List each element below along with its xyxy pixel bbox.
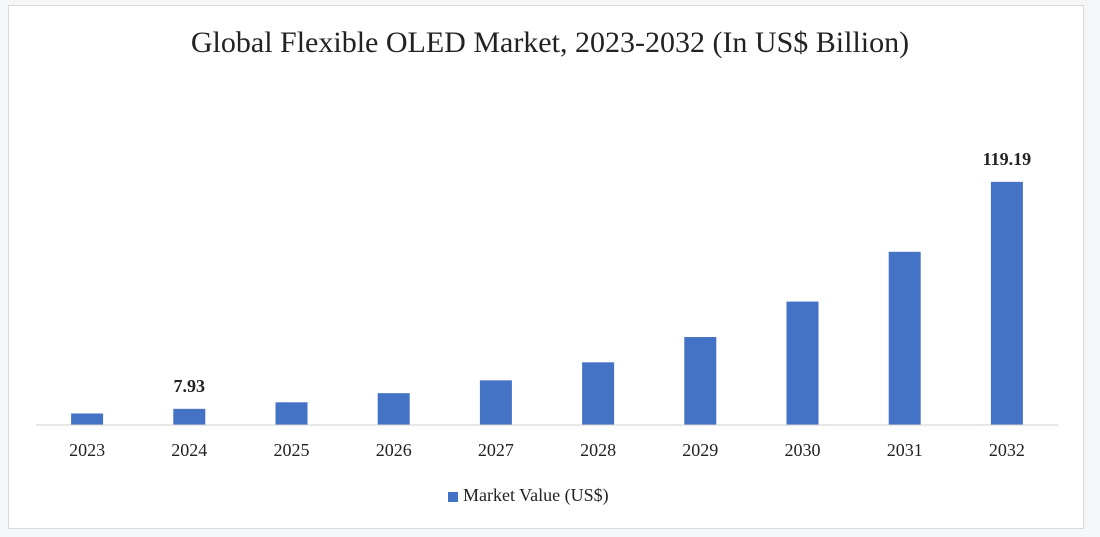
bar (71, 413, 104, 425)
x-tick-label: 2026 (376, 440, 412, 460)
x-tick-label: 2027 (478, 440, 514, 460)
bar (888, 251, 921, 425)
legend-label: Market Value (US$) (463, 485, 609, 506)
x-tick-label: 2032 (989, 440, 1025, 460)
bar (582, 362, 615, 425)
x-tick-label: 2025 (274, 440, 310, 460)
bar (990, 181, 1023, 425)
bar (684, 337, 717, 425)
x-tick-label: 2031 (887, 440, 923, 460)
bar (377, 393, 410, 425)
bar (173, 408, 206, 425)
data-label: 119.19 (983, 149, 1032, 169)
bar (786, 301, 819, 425)
x-tick-label: 2028 (580, 440, 616, 460)
bar (479, 380, 512, 425)
x-tick-label: 2029 (682, 440, 718, 460)
data-label: 7.93 (174, 376, 206, 396)
bar (275, 402, 308, 425)
x-tick-label: 2024 (171, 440, 207, 460)
x-tick-label: 2023 (69, 440, 105, 460)
legend-swatch (448, 492, 458, 502)
x-tick-label: 2030 (785, 440, 821, 460)
chart-title: Global Flexible OLED Market, 2023-2032 (… (190, 26, 910, 59)
